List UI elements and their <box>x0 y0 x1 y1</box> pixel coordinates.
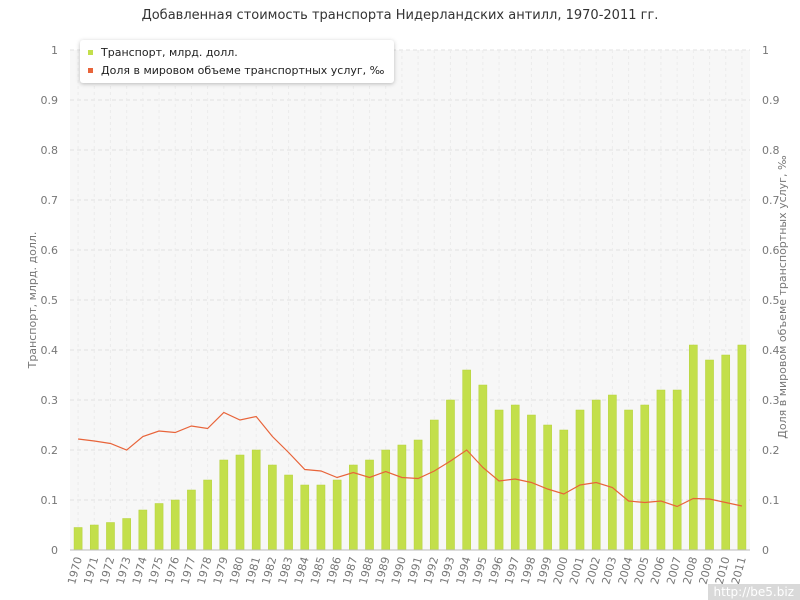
bar-transport[interactable] <box>689 344 698 551</box>
legend-swatch-transport <box>88 49 93 55</box>
bar-transport[interactable] <box>203 479 212 551</box>
bar-transport[interactable] <box>106 522 115 551</box>
bar-transport[interactable] <box>462 369 471 551</box>
y-tick-label-right: 0.7 <box>762 194 780 207</box>
bar-transport[interactable] <box>219 459 229 551</box>
bar-transport[interactable] <box>235 454 245 551</box>
watermark[interactable]: http://be5.biz <box>707 584 800 600</box>
bar-transport[interactable] <box>284 474 293 551</box>
bar-transport[interactable] <box>300 484 310 551</box>
bar-transport[interactable] <box>624 409 633 551</box>
bar-transport[interactable] <box>187 489 196 551</box>
bar-transport[interactable] <box>656 389 666 551</box>
bar-transport[interactable] <box>349 464 358 551</box>
bar-transport[interactable] <box>446 399 455 551</box>
chart-title: Добавленная стоимость транспорта Нидерла… <box>141 8 659 23</box>
y-tick-label-left: 0.9 <box>41 94 59 107</box>
legend-label-share: Доля в мировом объеме транспортных услуг… <box>101 63 385 77</box>
line-share[interactable] <box>78 411 743 508</box>
bar-transport[interactable] <box>721 354 731 551</box>
bar-transport[interactable] <box>170 499 180 551</box>
bar-transport[interactable] <box>138 509 148 551</box>
y-tick-label-right: 0.9 <box>762 94 780 107</box>
bar-transport[interactable] <box>251 449 261 551</box>
y-axis-label-left: Транспорт, млрд. долл. <box>26 232 39 370</box>
y-tick-label-right: 0.3 <box>762 394 780 407</box>
bar-transport[interactable] <box>591 399 601 551</box>
bar-transport[interactable] <box>640 404 650 551</box>
bar-transport[interactable] <box>397 444 407 551</box>
y-tick-label-left: 0.8 <box>41 144 59 157</box>
legend-swatch-share <box>88 67 93 73</box>
bar-transport[interactable] <box>608 394 617 551</box>
bar-transport[interactable] <box>672 389 682 551</box>
legend-item-transport[interactable]: Транспорт, млрд. долл. <box>88 43 384 61</box>
y-tick-label-left: 0 <box>51 544 58 557</box>
y-tick-label-right: 0.6 <box>762 244 780 257</box>
y-tick-label-right: 0.5 <box>762 294 780 307</box>
y-tick-label-left: 0.1 <box>41 494 59 507</box>
bar-transport[interactable] <box>154 503 164 551</box>
bar-transport[interactable] <box>89 524 99 551</box>
legend-item-share[interactable]: Доля в мировом объеме транспортных услуг… <box>88 61 384 79</box>
y-tick-label-right: 1 <box>762 44 769 57</box>
y-tick-label-left: 0.5 <box>41 294 59 307</box>
bar-transport[interactable] <box>73 527 83 551</box>
y-tick-label-left: 0.6 <box>41 244 59 257</box>
y-tick-label-left: 0.7 <box>41 194 59 207</box>
y-tick-label-left: 0.4 <box>41 344 59 357</box>
bar-transport[interactable] <box>429 419 439 551</box>
y-tick-label-right: 0.2 <box>762 444 780 457</box>
y-tick-label-right: 0 <box>762 544 769 557</box>
bar-transport[interactable] <box>413 439 423 551</box>
y-tick-label-right: 0.8 <box>762 144 780 157</box>
bar-transport[interactable] <box>737 344 747 551</box>
bar-transport[interactable] <box>559 429 569 551</box>
bar-transport[interactable] <box>510 404 520 551</box>
bar-transport[interactable] <box>268 464 277 551</box>
bar-transport[interactable] <box>494 409 504 551</box>
y-axis-label-right: Доля в мировом объеме транспортных услуг… <box>776 155 789 439</box>
y-tick-label-right: 0.1 <box>762 494 780 507</box>
y-tick-label-left: 0.2 <box>41 444 59 457</box>
bar-transport[interactable] <box>705 359 714 551</box>
legend: Транспорт, млрд. долл. Доля в мировом об… <box>80 40 395 83</box>
bar-transport[interactable] <box>365 459 374 551</box>
y-tick-label-left: 1 <box>51 44 58 57</box>
bar-transport[interactable] <box>316 484 326 551</box>
y-tick-label-right: 0.4 <box>762 344 780 357</box>
bar-transport[interactable] <box>381 449 391 551</box>
bar-transport[interactable] <box>332 479 342 551</box>
y-tick-label-left: 0.3 <box>41 394 59 407</box>
bar-transport[interactable] <box>575 409 585 551</box>
legend-label-transport: Транспорт, млрд. долл. <box>101 45 238 59</box>
bar-transport[interactable] <box>122 518 131 551</box>
